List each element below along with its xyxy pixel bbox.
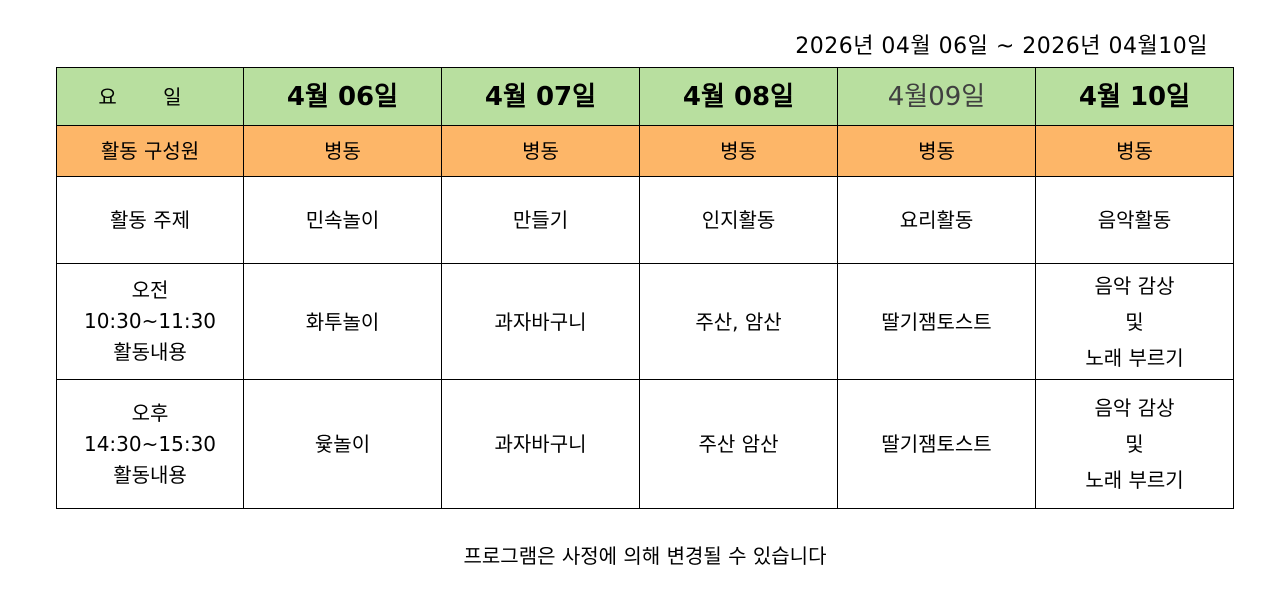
- day-label: 요 일: [56, 67, 244, 126]
- cell-line: 과자바구니: [494, 432, 587, 456]
- afternoon-cell: 과자바구니: [441, 379, 640, 509]
- afternoon-row: 오후 14:30~15:30 활동내용 윷놀이 과자바구니 주산 암산 딸기잼토스트…: [56, 379, 1234, 509]
- cell-line: 음악 감상: [1094, 273, 1175, 298]
- theme-cell: 인지활동: [639, 176, 838, 264]
- theme-cell: 요리활동: [837, 176, 1036, 264]
- afternoon-cell: 주산 암산: [639, 379, 838, 509]
- day-header: 4월 10일: [1035, 67, 1234, 126]
- members-cell: 병동: [243, 125, 442, 177]
- cell-line: 과자바구니: [494, 309, 587, 334]
- label-line: 오전: [131, 278, 169, 302]
- cell-line: 딸기잼토스트: [881, 432, 992, 456]
- theme-cell: 민속놀이: [243, 176, 442, 264]
- date-range: 2026년 04월 06일 ~ 2026년 04월10일: [795, 34, 1208, 59]
- day-header-row: 요 일 4월 06일 4월 07일 4월 08일 4월09일 4월 10일: [56, 67, 1234, 126]
- members-cell: 병동: [441, 125, 640, 177]
- members-row: 활동 구성원 병동 병동 병동 병동 병동: [56, 125, 1234, 177]
- cell-line: 음악 감상: [1094, 396, 1175, 420]
- day-header: 4월 06일: [243, 67, 442, 126]
- label-line: 14:30~15:30: [83, 431, 217, 456]
- day-header: 4월09일: [837, 67, 1036, 126]
- label-line: 오후: [131, 400, 169, 425]
- theme-row: 활동 주제 민속놀이 만들기 인지활동 요리활동 음악활동: [56, 176, 1234, 264]
- cell-line: 화투놀이: [305, 309, 380, 334]
- footnote: 프로그램은 사정에 의해 변경될 수 있습니다: [463, 544, 827, 568]
- label-line: 활동내용: [113, 340, 187, 364]
- cell-line: 딸기잼토스트: [881, 309, 992, 334]
- cell-line: 노래 부르기: [1085, 345, 1184, 370]
- morning-cell: 과자바구니: [441, 263, 640, 380]
- afternoon-cell: 딸기잼토스트: [837, 379, 1036, 509]
- cell-line: 윷놀이: [314, 432, 371, 456]
- theme-cell: 만들기: [441, 176, 640, 264]
- schedule-table: 요 일 4월 06일 4월 07일 4월 08일 4월09일 4월 10일 활동…: [56, 67, 1234, 509]
- morning-row: 오전 10:30~11:30 활동내용 화투놀이 과자바구니 주산, 암산 딸기잼토…: [56, 263, 1234, 380]
- day-header: 4월 08일: [639, 67, 838, 126]
- members-label: 활동 구성원: [56, 125, 244, 177]
- members-cell: 병동: [1035, 125, 1234, 177]
- theme-label: 활동 주제: [56, 176, 244, 264]
- cell-line: 노래 부르기: [1085, 468, 1184, 492]
- cell-line: 및: [1125, 432, 1144, 456]
- label-line: 활동내용: [113, 462, 187, 487]
- members-cell: 병동: [837, 125, 1036, 177]
- cell-line: 주산, 암산: [695, 309, 782, 334]
- label-line: 10:30~11:30: [83, 309, 217, 333]
- cell-line: 및: [1125, 309, 1144, 334]
- morning-cell: 딸기잼토스트: [837, 263, 1036, 380]
- morning-cell: 화투놀이: [243, 263, 442, 380]
- theme-cell: 음악활동: [1035, 176, 1234, 264]
- cell-line: 주산 암산: [698, 432, 779, 456]
- afternoon-cell: 윷놀이: [243, 379, 442, 509]
- morning-label: 오전 10:30~11:30 활동내용: [56, 263, 244, 380]
- day-header: 4월 07일: [441, 67, 640, 126]
- members-cell: 병동: [639, 125, 838, 177]
- afternoon-label: 오후 14:30~15:30 활동내용: [56, 379, 244, 509]
- morning-cell: 주산, 암산: [639, 263, 838, 380]
